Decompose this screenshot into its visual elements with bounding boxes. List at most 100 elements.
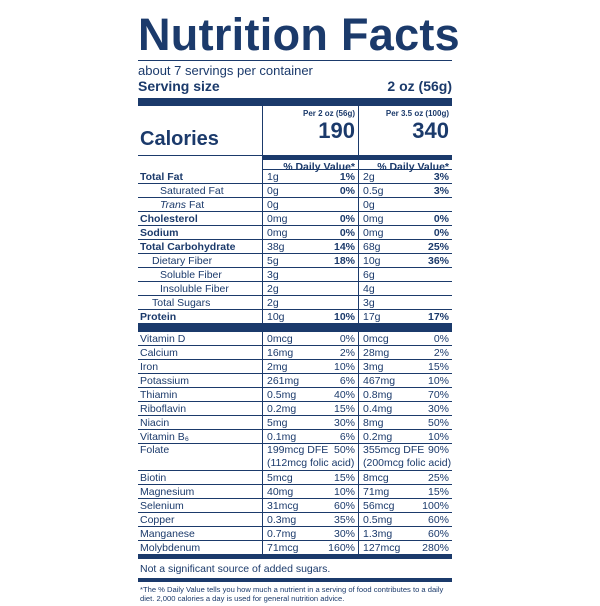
nutrient-row: Total Sugars 2g 3g <box>138 296 452 310</box>
nutrient-cell: 0g <box>358 198 452 211</box>
nutrient-cell: 2mg 10% <box>262 360 358 373</box>
daily-value-percent: 100% <box>422 500 449 512</box>
nutrient-cell: 0.5g 3% <box>358 184 452 197</box>
amount: 0.8mg <box>363 389 393 401</box>
daily-value-percent: 280% <box>422 542 449 554</box>
nutrient-cell: 0.2mg 10% <box>358 430 452 443</box>
amount: 0.2mg <box>267 403 297 415</box>
amount: 5g <box>267 255 279 267</box>
nutrient-name: Magnesium <box>140 486 195 498</box>
nutrient-cell: 2g <box>262 296 358 309</box>
amount: 4g <box>363 283 375 295</box>
nutrient-row: Sodium 0mg 0% 0mg 0% <box>138 226 452 240</box>
amount: 0mg <box>267 213 288 225</box>
nutrient-cell: 0.5mg 40% <box>262 388 358 401</box>
label-title: Nutrition Facts <box>138 9 461 60</box>
amount: 3g <box>267 269 279 281</box>
nutrient-name: Iron <box>140 361 159 373</box>
nutrient-cell: 4g <box>358 282 452 295</box>
amount: 0.5g <box>363 185 384 197</box>
macronutrients-section: Total Fat 1g 1% 2g 3% Saturated Fat 0g 0% 0.5g 3%… <box>138 170 452 324</box>
folate-value-top: 355mcg DFE 90% <box>363 444 449 457</box>
daily-value-percent: 90% <box>427 444 449 456</box>
nutrient-name: Total Carbohydrate <box>140 241 236 253</box>
nutrient-row: Molybdenum 71mcg 160% 127mcg 280% <box>138 541 452 555</box>
nutrient-name: Protein <box>140 311 177 323</box>
nutrient-row: Potassium 261mg 6% 467mg 10% <box>138 374 452 388</box>
amount: 467mg <box>363 375 396 387</box>
nutrient-cell: 10g 36% <box>358 254 452 267</box>
nutrient-cell: 0.3mg 35% <box>262 513 358 526</box>
divider <box>138 60 452 61</box>
amount: 0.3mg <box>267 514 297 526</box>
nutrient-name: Riboflavin <box>140 403 187 415</box>
nutrient-row: Total Fat 1g 1% 2g 3% <box>138 170 452 184</box>
daily-value-percent: 50% <box>333 444 355 456</box>
daily-value-percent: 30% <box>427 403 449 415</box>
amount: 71mcg <box>267 542 299 554</box>
nutrient-cell: 2g <box>262 282 358 295</box>
serving-size-label: Serving size <box>138 78 220 94</box>
serving-size-value: 2 oz (56g) <box>387 78 452 94</box>
daily-value-percent: 6% <box>339 431 355 443</box>
amount: 261mg <box>267 375 300 387</box>
daily-value-percent: 35% <box>333 514 355 526</box>
nutrient-row: Vitamin D 0mcg 0% 0mcg 0% <box>138 332 452 346</box>
nutrient-name-rest: Fat <box>186 199 205 211</box>
nutrient-name: Total Sugars <box>152 297 211 309</box>
daily-value-percent: 40% <box>333 389 355 401</box>
amount: 10g <box>363 255 381 267</box>
nutrient-row: Protein 10g 10% 17g 17% <box>138 310 452 324</box>
amount: 68g <box>363 241 381 253</box>
daily-value-header-row: % Daily Value* % Daily Value* <box>138 156 452 173</box>
amount: 0mcg <box>267 333 293 345</box>
nutrient-cell: 0g 0% <box>262 184 358 197</box>
nutrient-cell: 0.1mg 6% <box>262 430 358 443</box>
nutrient-row: Cholesterol 0mg 0% 0mg 0% <box>138 212 452 226</box>
daily-value-percent: 70% <box>427 389 449 401</box>
nutrient-name: Biotin <box>140 472 167 484</box>
amount: 0mg <box>267 227 288 239</box>
nutrient-row: Manganese 0.7mg 30% 1.3mg 60% <box>138 527 452 541</box>
nutrient-row: Total Carbohydrate 38g 14% 68g 25% <box>138 240 452 254</box>
nutrient-cell: 2g 3% <box>358 170 452 183</box>
daily-value-percent: 10% <box>427 431 449 443</box>
nutrient-cell: 5mg 30% <box>262 416 358 429</box>
daily-value-percent: 14% <box>333 241 355 253</box>
nutrient-cell: 5mcg 15% <box>262 471 358 484</box>
amount: 2g <box>363 171 375 183</box>
nutrient-cell: 0.4mg 30% <box>358 402 452 415</box>
nutrient-row: Magnesium 40mg 10% 71mg 15% <box>138 485 452 499</box>
amount: 355mcg DFE <box>363 444 425 456</box>
nutrition-facts-label: Nutrition Facts about 7 servings per con… <box>138 9 461 606</box>
calories-row: Calories Per 2 oz (56g) 190 Per 3.5 oz (… <box>138 106 452 156</box>
amount: 28mg <box>363 347 390 359</box>
amount: 5mg <box>267 417 288 429</box>
nutrient-cell: 71mg 15% <box>358 485 452 498</box>
amount: 0mg <box>363 227 384 239</box>
folate-value-top: 199mcg DFE 50% <box>267 444 355 457</box>
nutrient-row: Copper 0.3mg 35% 0.5mg 60% <box>138 513 452 527</box>
nutrient-cell: 8mcg 25% <box>358 471 452 484</box>
amount: 3mg <box>363 361 384 373</box>
amount: 1g <box>267 171 279 183</box>
nutrient-row: Trans Fat 0g 0g <box>138 198 452 212</box>
micronutrients-section: Vitamin D 0mcg 0% 0mcg 0% Calcium 16mg 2% 28mg 2%… <box>138 332 452 555</box>
amount: 2g <box>267 283 279 295</box>
amount: 8mg <box>363 417 384 429</box>
daily-value-percent: 0% <box>433 333 449 345</box>
daily-value-percent: 30% <box>333 417 355 429</box>
nutrient-row: Vitamin B₆ 0.1mg 6% 0.2mg 10% <box>138 430 452 444</box>
amount: 0.5mg <box>363 514 393 526</box>
folic-acid-amount: (200mcg folic acid) <box>363 457 452 469</box>
daily-value-percent: 6% <box>339 375 355 387</box>
calories-value: 340 <box>412 118 449 143</box>
nutrient-name: Thiamin <box>140 389 178 401</box>
amount: 17g <box>363 311 381 323</box>
daily-value-percent: 10% <box>333 486 355 498</box>
nutrient-row: Biotin 5mcg 15% 8mcg 25% <box>138 471 452 485</box>
nutrient-cell: 10g 10% <box>262 310 358 323</box>
amount: 56mcg <box>363 500 395 512</box>
serving-size-row: Serving size 2 oz (56g) <box>138 78 452 95</box>
nutrient-cell: 1.3mg 60% <box>358 527 452 540</box>
